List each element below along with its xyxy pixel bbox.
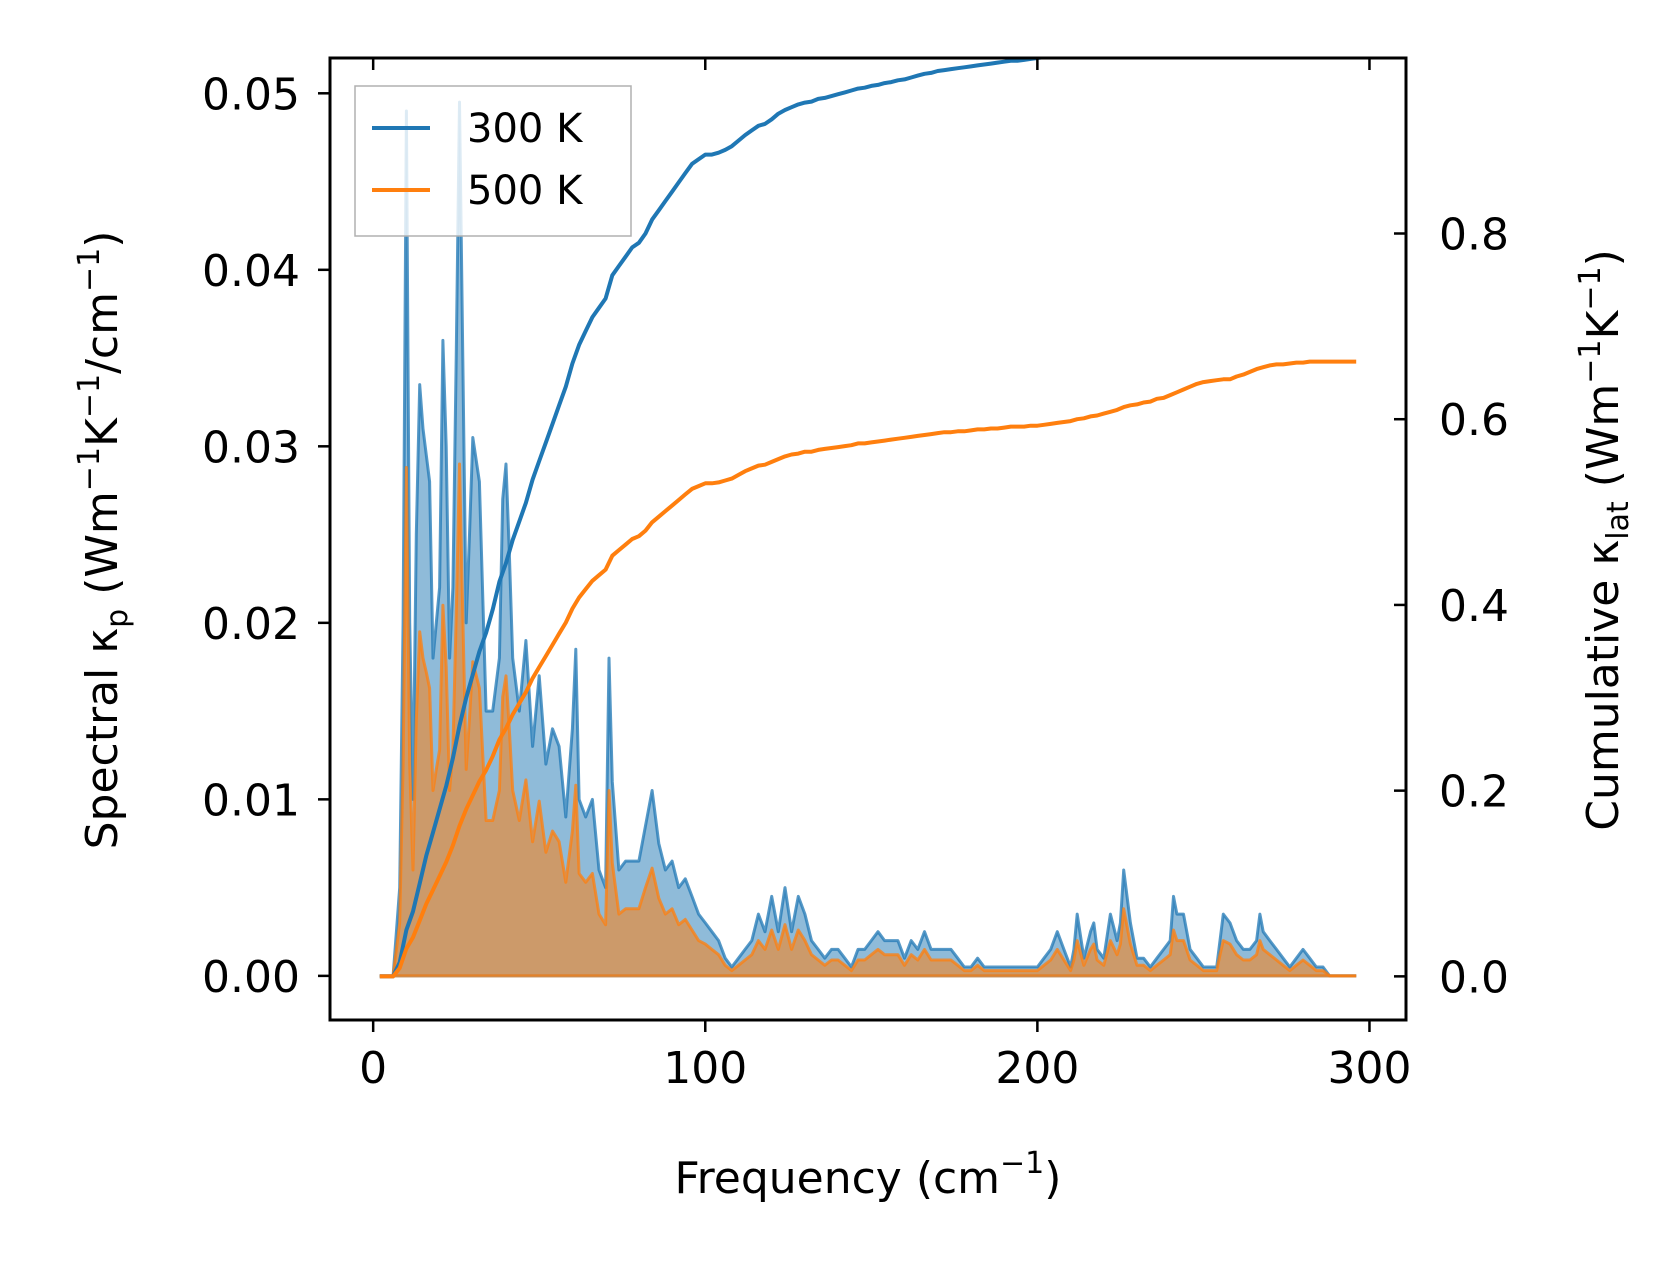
- spectral-line-500K: [379, 462, 1357, 978]
- y-right-label-part-2: (Wm: [1578, 384, 1629, 502]
- legend: 300 K 500 K: [354, 85, 632, 237]
- y-left-label-part-3: −1: [72, 447, 107, 491]
- y-right-tick-label-1: 0.2: [1439, 767, 1509, 818]
- y-left-label-part-5: −1: [72, 374, 107, 418]
- y-left-tick-label-5: 0.05: [202, 69, 300, 120]
- x-tick-label-0: 0: [359, 1043, 387, 1094]
- y-left-label-part-2: (Wm: [77, 491, 128, 609]
- y-right-label-part-1: lat: [1601, 501, 1636, 540]
- y-right-label-part-3: −1: [1573, 339, 1608, 383]
- x-axis-label-end: ): [1044, 1153, 1061, 1204]
- legend-frame: [354, 85, 632, 237]
- y-left-label-part-8: ): [77, 231, 128, 248]
- y-right-tick-label-3: 0.6: [1439, 395, 1509, 446]
- y-left-tick-label-3: 0.03: [202, 422, 300, 473]
- x-axis-label: Frequency (cm−1): [675, 1146, 1062, 1204]
- y-left-label-part-4: K: [77, 417, 128, 447]
- x-axis-label-sup: −1: [1000, 1146, 1044, 1181]
- y-left-tick-label-4: 0.04: [202, 246, 300, 297]
- ticks-layer: 0 100 200 300 0.00 0.01 0.02 0.03 0.04 0.05 0.0 0.2…: [202, 58, 1509, 1094]
- spectral-fill-layer: [379, 100, 1357, 978]
- y-left-tick-label-1: 0.01: [202, 775, 300, 826]
- y-right-label-part-0: Cumulative κ: [1578, 540, 1629, 831]
- y-left-axis-label: Spectral κp (Wm−1K−1/cm−1): [72, 231, 135, 850]
- y-left-tick-label-2: 0.02: [202, 599, 300, 650]
- x-tick-label-300: 300: [1327, 1043, 1411, 1094]
- y-right-label-part-6: ): [1578, 249, 1629, 266]
- y-right-tick-label-0: 0.0: [1439, 952, 1509, 1003]
- y-right-label-part-4: K: [1578, 309, 1629, 339]
- plot-frame: [328, 56, 1408, 1022]
- legend-label-500K: 500 K: [467, 168, 584, 214]
- y-left-label-part-1: p: [100, 609, 135, 628]
- cumulative-line-300K: [379, 58, 1052, 979]
- y-left-label-part-0: Spectral κ: [77, 628, 128, 850]
- series-line-layer: [379, 58, 1357, 979]
- y-left-tick-label-0: 0.00: [202, 952, 300, 1003]
- cumulative-line-500K: [379, 359, 1357, 979]
- y-right-label-part-5: −1: [1573, 266, 1608, 310]
- x-tick-label-200: 200: [995, 1043, 1079, 1094]
- y-right-tick-label-4: 0.8: [1439, 210, 1509, 261]
- x-tick-label-100: 100: [663, 1043, 747, 1094]
- spectral-line-300K: [379, 100, 1357, 978]
- y-right-tick-label-2: 0.4: [1439, 581, 1509, 632]
- y-right-axis-label: Cumulative κlat (Wm−1K−1): [1573, 249, 1636, 831]
- y-left-label-part-7: −1: [72, 248, 107, 292]
- y-left-label-part-6: /cm: [77, 292, 128, 374]
- spectral-area-500K: [379, 464, 1357, 976]
- legend-label-300K: 300 K: [467, 106, 584, 152]
- x-axis-label-main: Frequency (cm: [675, 1153, 1001, 1204]
